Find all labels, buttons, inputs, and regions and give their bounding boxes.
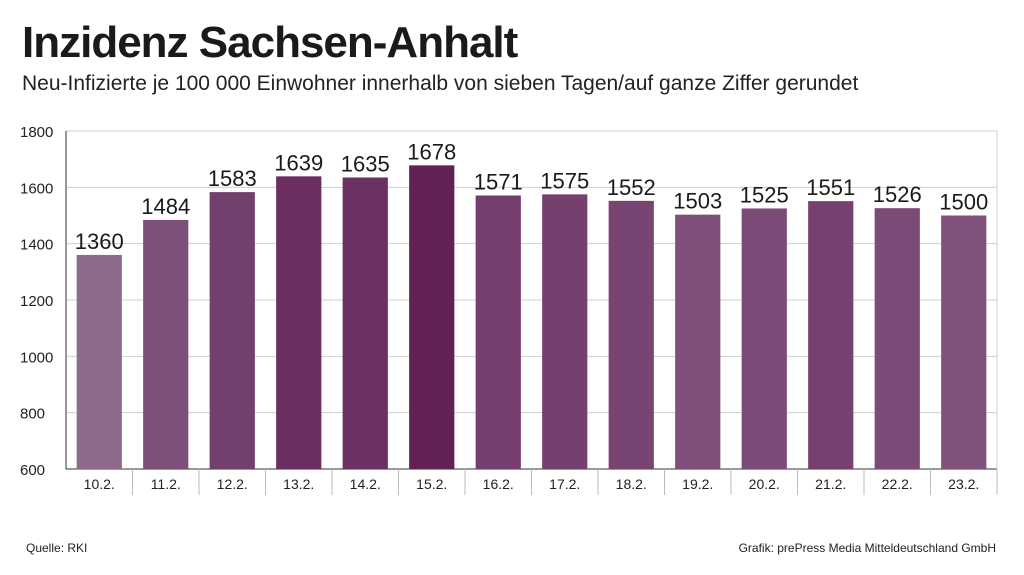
x-tick-label: 17.2. bbox=[549, 476, 580, 492]
x-tick-label: 16.2. bbox=[483, 476, 514, 492]
bar-102 bbox=[76, 254, 122, 469]
x-tick-label: 10.2. bbox=[84, 476, 115, 492]
data-label: 1526 bbox=[873, 182, 922, 207]
data-label: 1583 bbox=[208, 166, 257, 191]
data-label: 1503 bbox=[673, 189, 722, 214]
data-label: 1635 bbox=[341, 151, 390, 176]
data-label: 1575 bbox=[540, 168, 589, 193]
data-label: 1360 bbox=[75, 229, 124, 254]
x-tick-label: 21.2. bbox=[815, 476, 846, 492]
x-tick-label: 20.2. bbox=[749, 476, 780, 492]
data-label: 1525 bbox=[740, 182, 789, 207]
source-note: Quelle: RKI bbox=[26, 541, 88, 555]
bar-172 bbox=[542, 194, 588, 469]
x-tick-label: 19.2. bbox=[682, 476, 713, 492]
data-label: 1639 bbox=[274, 150, 323, 175]
data-label: 1551 bbox=[806, 175, 855, 200]
data-label: 1484 bbox=[141, 194, 190, 219]
bar-132 bbox=[276, 176, 322, 469]
bar-222 bbox=[874, 208, 920, 469]
x-tick-label: 11.2. bbox=[151, 476, 181, 492]
data-label: 1552 bbox=[607, 175, 656, 200]
data-label: 1571 bbox=[474, 170, 523, 195]
y-tick-label: 1000 bbox=[20, 349, 53, 366]
x-tick-label: 12.2. bbox=[217, 476, 248, 492]
bar-212 bbox=[808, 201, 854, 469]
bar-142 bbox=[342, 177, 388, 469]
y-tick-label: 1200 bbox=[20, 293, 53, 310]
data-label: 1678 bbox=[407, 139, 456, 164]
bar-112 bbox=[143, 220, 189, 469]
bar-162 bbox=[475, 195, 521, 470]
bar-192 bbox=[675, 214, 721, 469]
x-tick-label: 13.2. bbox=[283, 476, 314, 492]
bar-122 bbox=[209, 192, 255, 469]
y-tick-label: 1600 bbox=[20, 180, 53, 197]
x-tick-label: 18.2. bbox=[616, 476, 647, 492]
x-tick-label: 15.2. bbox=[416, 476, 447, 492]
bar-202 bbox=[741, 208, 787, 470]
y-tick-label: 800 bbox=[20, 406, 45, 423]
data-label: 1500 bbox=[939, 190, 988, 215]
bar-232 bbox=[941, 215, 987, 469]
x-tick-label: 23.2. bbox=[948, 476, 979, 492]
bar-152 bbox=[409, 165, 455, 469]
x-tick-label: 14.2. bbox=[350, 476, 381, 492]
credit-note: Grafik: prePress Media Mitteldeutschland… bbox=[738, 541, 996, 555]
chart-title: Inzidenz Sachsen-Anhalt bbox=[22, 18, 518, 67]
bar-182 bbox=[608, 200, 654, 469]
y-tick-label: 600 bbox=[20, 462, 45, 479]
y-tick-label: 1800 bbox=[20, 124, 53, 141]
y-tick-label: 1400 bbox=[20, 237, 53, 254]
chart-subtitle: Neu-Infizierte je 100 000 Einwohner inne… bbox=[22, 72, 859, 95]
x-tick-label: 22.2. bbox=[882, 476, 913, 492]
